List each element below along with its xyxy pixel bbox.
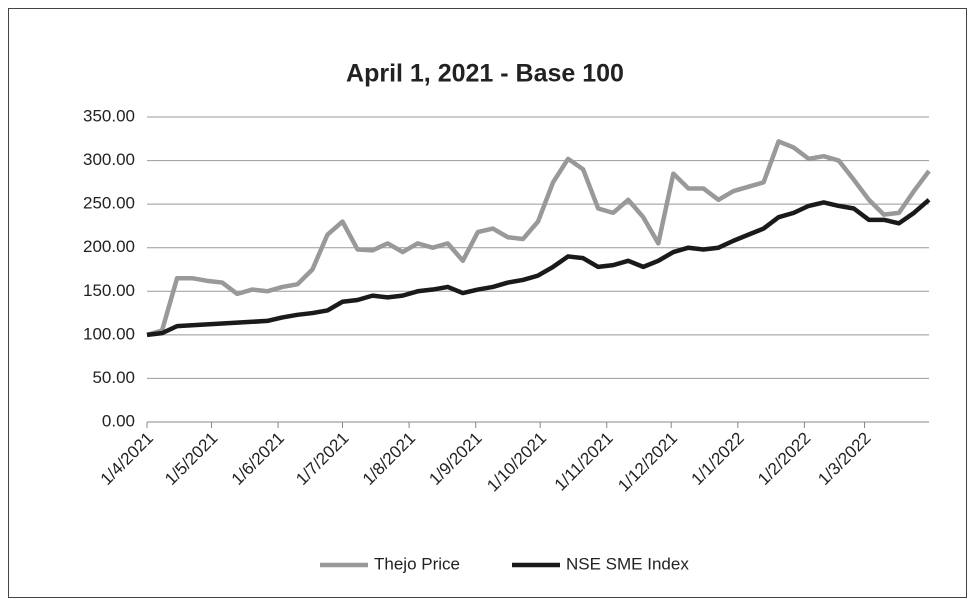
y-tick-label: 250.00 <box>83 194 135 213</box>
chart-frame <box>8 8 967 598</box>
y-tick-label: 150.00 <box>83 281 135 300</box>
legend-label: Thejo Price <box>374 554 460 573</box>
y-tick-label: 100.00 <box>83 324 135 343</box>
y-tick-label: 300.00 <box>83 150 135 169</box>
y-tick-label: 350.00 <box>83 106 135 125</box>
y-tick-label: 0.00 <box>102 411 135 430</box>
series-line <box>146 198 931 338</box>
legend-label: NSE SME Index <box>566 554 689 573</box>
series-line <box>146 139 931 338</box>
y-tick-label: 200.00 <box>83 237 135 256</box>
y-tick-label: 50.00 <box>92 368 135 387</box>
chart-title: April 1, 2021 - Base 100 <box>346 60 624 88</box>
